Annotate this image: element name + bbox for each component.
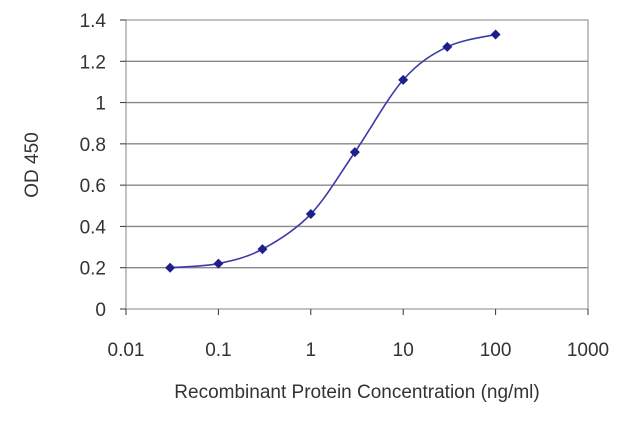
x-tick-label: 0.01 <box>108 340 145 361</box>
data-point <box>442 41 453 52</box>
gridlines <box>126 60 588 269</box>
y-axis-ticks: 0 0.2 0.4 0.6 0.8 1 1.2 1.4 <box>80 11 126 321</box>
y-tick-label: 1.2 <box>80 52 106 73</box>
plot-area <box>125 19 589 310</box>
y-tick-label: 0.2 <box>80 259 106 280</box>
y-tick-label: 1.4 <box>80 11 107 32</box>
data-point <box>398 74 409 85</box>
data-points <box>165 29 501 273</box>
fit-curve <box>170 33 496 269</box>
y-tick-label: 0 <box>95 300 106 321</box>
data-point <box>305 209 316 220</box>
data-point <box>213 258 224 269</box>
x-tick-label: 1 <box>306 340 317 361</box>
y-axis-label: OD 450 <box>22 132 43 197</box>
data-point <box>490 29 501 40</box>
x-tick-label: 1000 <box>567 340 609 361</box>
data-point <box>165 262 176 273</box>
data-point <box>349 147 360 158</box>
y-tick-label: 0.6 <box>80 176 106 197</box>
y-tick-label: 1 <box>95 94 106 115</box>
y-tick-label: 0.4 <box>80 217 107 238</box>
x-axis-label: Recombinant Protein Concentration (ng/ml… <box>174 382 539 403</box>
x-tick-label: 100 <box>480 340 512 361</box>
x-axis-ticks: 0.01 0.1 1 10 100 1000 <box>108 309 609 361</box>
x-tick-label: 0.1 <box>205 340 231 361</box>
data-point <box>257 244 268 255</box>
x-tick-label: 10 <box>393 340 414 361</box>
y-tick-label: 0.8 <box>80 135 106 156</box>
